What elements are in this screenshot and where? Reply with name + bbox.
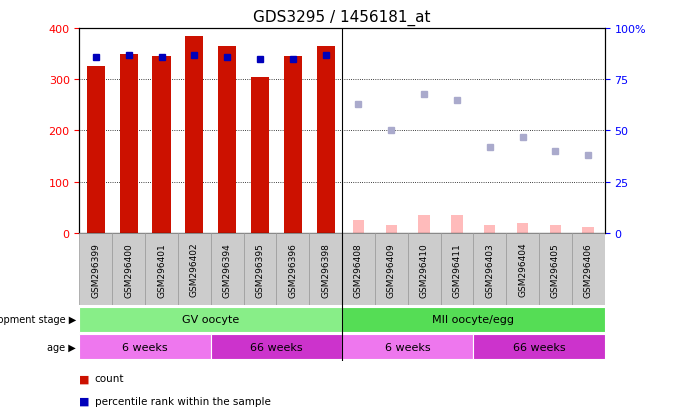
Text: ■: ■	[79, 373, 90, 383]
Text: GSM296398: GSM296398	[321, 242, 330, 297]
Text: GSM296411: GSM296411	[453, 242, 462, 297]
Text: GSM296400: GSM296400	[124, 242, 133, 297]
Bar	[316, 47, 334, 233]
Bar	[506, 233, 539, 306]
Text: 6 weeks: 6 weeks	[385, 342, 430, 352]
Bar	[251, 78, 269, 233]
Bar	[408, 233, 440, 306]
Bar	[87, 67, 105, 233]
Text: 66 weeks: 66 weeks	[250, 342, 303, 352]
Text: GSM296399: GSM296399	[91, 242, 100, 297]
Bar	[211, 233, 243, 306]
Text: age ▶: age ▶	[47, 342, 76, 352]
Bar	[218, 47, 236, 233]
Text: development stage ▶: development stage ▶	[0, 314, 76, 325]
Bar	[549, 225, 561, 233]
Bar	[276, 233, 309, 306]
Text: GSM296410: GSM296410	[419, 242, 428, 297]
Bar	[451, 216, 463, 233]
Bar	[79, 335, 211, 360]
Bar	[342, 233, 375, 306]
Text: GSM296395: GSM296395	[256, 242, 265, 297]
Text: 66 weeks: 66 weeks	[513, 342, 565, 352]
Text: GSM296408: GSM296408	[354, 242, 363, 297]
Bar	[185, 37, 203, 233]
Bar	[418, 216, 430, 233]
Bar	[79, 233, 112, 306]
Text: GSM296394: GSM296394	[223, 242, 231, 297]
Text: MII oocyte/egg: MII oocyte/egg	[433, 314, 514, 325]
Text: GSM296396: GSM296396	[288, 242, 297, 297]
Bar	[473, 233, 506, 306]
Text: GSM296405: GSM296405	[551, 242, 560, 297]
Bar	[539, 233, 571, 306]
Bar	[178, 233, 211, 306]
Bar	[145, 233, 178, 306]
Bar	[571, 233, 605, 306]
Bar	[386, 225, 397, 233]
Text: GSM296406: GSM296406	[584, 242, 593, 297]
Text: ■: ■	[79, 396, 90, 406]
Bar	[440, 233, 473, 306]
Text: 6 weeks: 6 weeks	[122, 342, 168, 352]
Bar	[211, 335, 342, 360]
Bar	[112, 233, 145, 306]
Bar	[375, 233, 408, 306]
Text: percentile rank within the sample: percentile rank within the sample	[95, 396, 271, 406]
Bar	[583, 227, 594, 233]
Text: GSM296403: GSM296403	[485, 242, 494, 297]
Bar	[284, 57, 302, 233]
Bar	[342, 307, 605, 332]
Bar	[352, 221, 364, 233]
Bar	[79, 307, 342, 332]
Title: GDS3295 / 1456181_at: GDS3295 / 1456181_at	[254, 10, 430, 26]
Text: count: count	[95, 373, 124, 383]
Text: GSM296401: GSM296401	[157, 242, 166, 297]
Text: GSM296402: GSM296402	[190, 242, 199, 297]
Bar	[484, 225, 495, 233]
Bar	[342, 335, 473, 360]
Bar	[243, 233, 276, 306]
Bar	[517, 223, 529, 233]
Bar	[120, 55, 138, 233]
Text: GV oocyte: GV oocyte	[182, 314, 239, 325]
Text: GSM296409: GSM296409	[387, 242, 396, 297]
Bar	[153, 57, 171, 233]
Bar	[473, 335, 605, 360]
Text: GSM296404: GSM296404	[518, 242, 527, 297]
Bar	[309, 233, 342, 306]
